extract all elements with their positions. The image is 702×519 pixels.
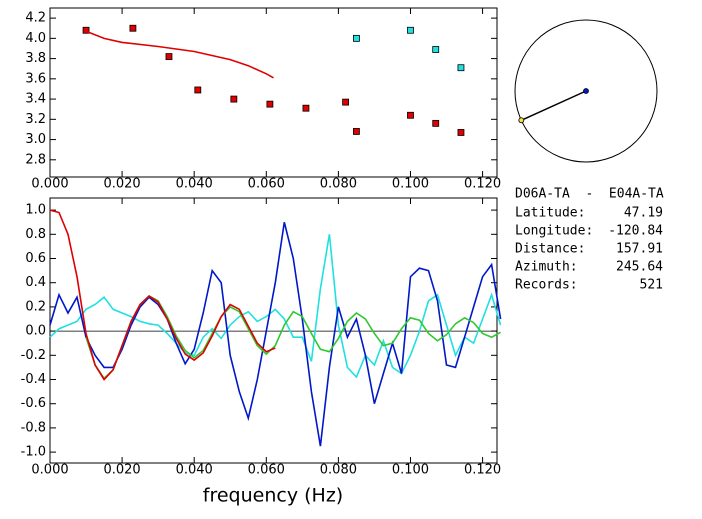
azimuth-path [521,90,587,121]
x-tick-label: 0.040 [176,177,213,192]
info-value: 157.91 [616,242,663,257]
x-tick-label: 0.080 [320,177,357,192]
y-tick-label: 3.2 [25,112,46,127]
data-line [49,209,276,381]
data-line [49,234,502,379]
x-tick-label: 0.020 [103,463,140,478]
data-point [165,53,173,60]
info-label: Latitude: [515,206,585,221]
info-label: Records: [515,278,578,293]
y-tick-label: 0.4 [25,275,46,290]
y-tick-label: -1.0 [21,445,46,460]
x-tick-label: 0.080 [320,463,357,478]
y-tick-label: -0.8 [21,420,46,435]
y-tick-label: 1.0 [25,203,46,218]
y-tick-label: 0.6 [25,251,46,266]
data-point [407,111,414,119]
info-value: 245.64 [616,260,663,275]
plot-frame [49,197,498,464]
info-value: 521 [640,278,663,293]
data-line [85,30,274,79]
data-point [353,128,360,135]
y-tick-label: 3.4 [25,92,46,107]
info-label: Distance: [515,242,585,257]
data-point [457,129,465,136]
x-tick-label: 0.000 [31,463,68,478]
info-label: Longitude: [515,224,593,239]
data-point [194,86,202,94]
x-tick-label: 0.120 [464,177,501,192]
x-tick-label: 0.060 [248,463,285,478]
y-tick-label: 3.0 [25,132,46,147]
y-tick-label: 4.2 [25,11,46,26]
y-tick-label: 3.6 [25,71,46,86]
x-tick-label: 0.060 [248,177,285,192]
x-tick-label: 0.100 [392,463,429,478]
plot-frame [49,7,498,178]
info-label: Azimuth: [515,260,578,275]
data-point [432,46,440,53]
x-axis-label: frequency (Hz) [203,485,343,507]
x-tick-label: 0.020 [103,177,140,192]
data-point [407,26,414,34]
x-tick-label: 0.040 [176,463,213,478]
info-value: 47.19 [624,206,663,221]
data-point [230,95,238,103]
info-value: -120.84 [608,224,663,239]
data-point [342,98,349,106]
map-circle [514,19,658,163]
y-tick-label: 0.8 [25,227,46,242]
data-line [49,222,502,447]
y-tick-label: 3.8 [25,51,46,66]
data-point [432,119,440,127]
data-point [129,24,137,32]
y-tick-label: 2.8 [25,152,46,167]
y-tick-label: 4.0 [25,31,46,46]
y-tick-label: -0.4 [21,372,46,387]
station-dot [518,117,525,124]
data-point [302,104,310,112]
station-dot [583,88,589,94]
data-point [457,64,465,72]
x-tick-label: 0.120 [464,463,501,478]
y-tick-label: -0.2 [21,348,46,363]
data-point [353,34,360,42]
x-tick-label: 0.000 [31,177,68,192]
y-tick-label: 0.2 [25,299,46,314]
y-tick-label: -0.6 [21,396,46,411]
station-pair: D06A-TA - E04A-TA [515,187,664,202]
data-point [82,26,90,34]
x-tick-label: 0.100 [392,177,429,192]
y-tick-label: 0.0 [25,324,46,339]
data-point [266,100,274,108]
